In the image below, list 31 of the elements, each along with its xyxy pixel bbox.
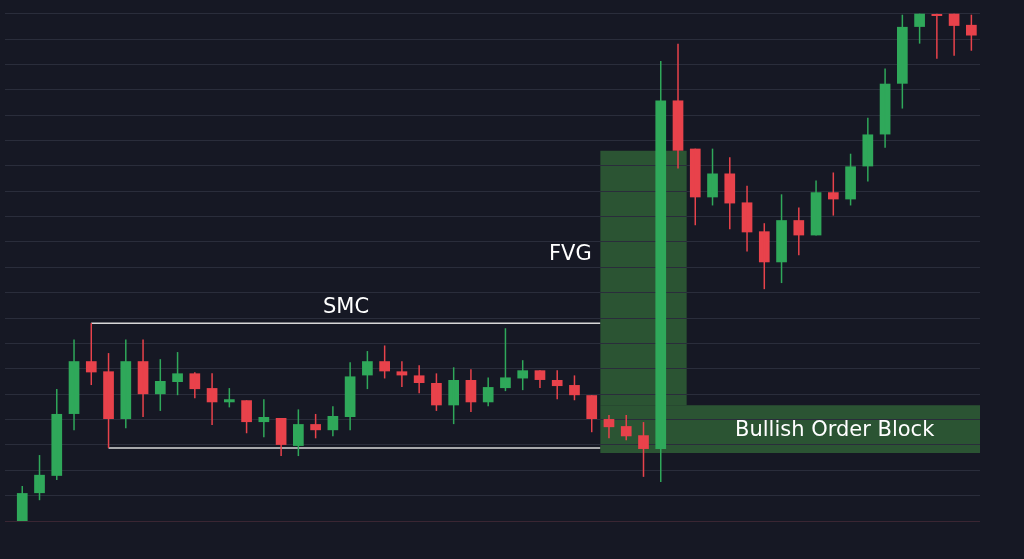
candlestick xyxy=(758,222,770,290)
candlestick xyxy=(310,413,321,440)
candlestick xyxy=(517,359,529,391)
ref-line-label: SMC xyxy=(323,294,370,318)
candlestick xyxy=(569,374,580,402)
candlestick xyxy=(85,322,97,386)
candlestick xyxy=(431,372,442,412)
band-label: Bullish Order Block xyxy=(735,417,936,441)
candlestick xyxy=(448,366,460,425)
candlestick xyxy=(897,13,908,110)
candlestick xyxy=(500,327,511,392)
candlestick xyxy=(914,12,925,45)
candlestick xyxy=(154,358,166,412)
candlestick xyxy=(172,351,183,396)
candlestick xyxy=(241,399,252,434)
band-label: FVG xyxy=(549,241,592,265)
candlestick xyxy=(34,454,45,501)
candlestick xyxy=(966,13,977,52)
candlestick xyxy=(223,387,235,409)
candlestick xyxy=(689,147,701,226)
candlestick xyxy=(16,485,28,521)
candlestick xyxy=(845,152,856,207)
candlestick xyxy=(827,171,839,217)
candlestick xyxy=(379,344,390,380)
candlestick xyxy=(362,350,373,390)
candlestick xyxy=(707,147,718,207)
candlestick xyxy=(638,421,649,478)
candlestick xyxy=(776,193,787,284)
candlestick xyxy=(586,394,598,433)
candlestick xyxy=(293,408,304,457)
candlestick xyxy=(103,352,114,449)
